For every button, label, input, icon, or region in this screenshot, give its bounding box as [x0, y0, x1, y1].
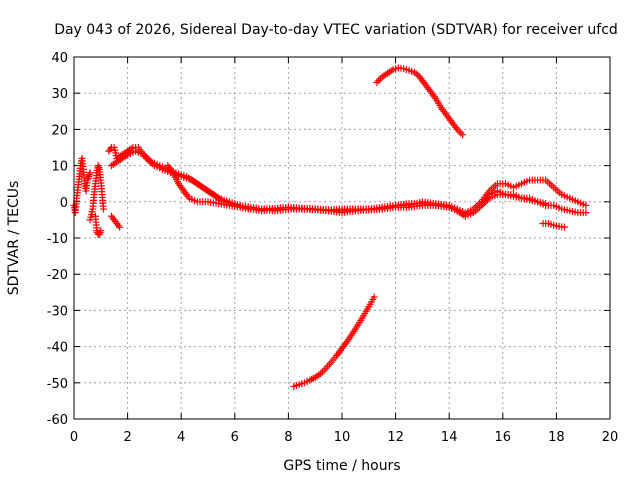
chart-title: Day 043 of 2026, Sidereal Day-to-day VTE…	[54, 22, 618, 38]
series-arc-0.7	[86, 162, 107, 224]
y-tick-label: -40	[47, 341, 68, 356]
data-point	[373, 78, 381, 86]
x-tick-label: 10	[334, 430, 351, 445]
y-tick-label: 20	[51, 123, 68, 138]
y-axis-label: SDTVAR / TECUs	[6, 181, 22, 296]
x-tick-label: 18	[548, 430, 565, 445]
y-tick-label: -20	[47, 268, 68, 283]
x-tick-label: 16	[495, 430, 512, 445]
y-tick-label: 10	[51, 160, 68, 175]
data-point	[370, 293, 378, 301]
grid	[73, 56, 611, 420]
series-drop-0.8	[91, 212, 105, 238]
data-point	[86, 169, 94, 177]
data-point	[542, 200, 550, 208]
data-point	[560, 223, 568, 231]
y-tick-label: -50	[47, 377, 68, 392]
data-marker-fill	[455, 127, 463, 135]
y-tick-label: -10	[47, 232, 68, 247]
series-drop-1.4	[108, 212, 124, 231]
tick-labels: 0 2 4 6 8 10 12 14 16 18 20 -60 -50 -40 -30 -20 -10 0 10 20…	[47, 51, 619, 445]
x-tick-label: 8	[284, 430, 292, 445]
y-tick-label: -30	[47, 304, 68, 319]
data-point	[116, 223, 124, 231]
x-tick-label: 12	[387, 430, 404, 445]
data-points	[70, 64, 590, 390]
data-marker-fill	[414, 71, 422, 79]
data-marker-fill	[320, 366, 328, 374]
data-point	[582, 201, 590, 209]
x-tick-label: 6	[231, 430, 239, 445]
data-marker-fill	[457, 129, 465, 137]
y-tick-label: -60	[47, 413, 68, 428]
series-track-c	[164, 162, 550, 218]
x-tick-label: 0	[70, 430, 78, 445]
series-late-drop	[539, 220, 568, 231]
series-late-arc	[373, 64, 467, 139]
y-tick-label: 30	[51, 87, 68, 102]
data-point	[97, 227, 105, 235]
x-tick-label: 2	[123, 430, 131, 445]
x-axis-label: GPS time / hours	[283, 458, 400, 474]
y-tick-label: 0	[60, 196, 68, 211]
series-deep-negative	[290, 293, 378, 390]
x-tick-label: 14	[441, 430, 458, 445]
data-point	[85, 172, 93, 180]
data-point	[582, 209, 590, 217]
series-early-spikes	[70, 154, 94, 217]
data-marker-fill	[106, 145, 114, 153]
y-tick-label: 40	[51, 51, 68, 66]
data-point	[459, 131, 467, 139]
plot-frame	[73, 56, 611, 420]
data-point	[99, 205, 107, 213]
x-tick-label: 4	[177, 430, 185, 445]
x-tick-label: 20	[602, 430, 619, 445]
data-marker-fill	[375, 77, 383, 85]
